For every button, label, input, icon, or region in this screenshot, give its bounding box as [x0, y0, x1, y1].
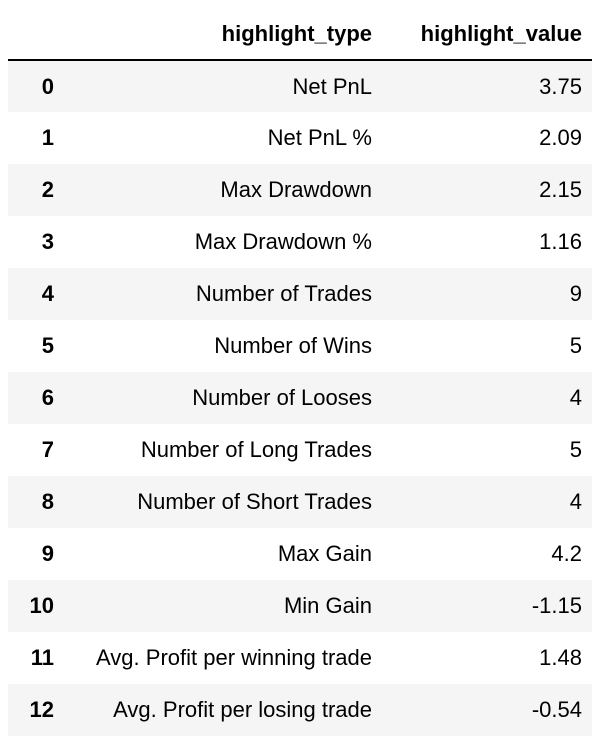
table-row: 0 Net PnL 3.75: [8, 60, 592, 112]
row-index: 2: [41, 177, 54, 202]
table-header: highlight_type highlight_value: [8, 8, 592, 61]
column-header-highlight-type: highlight_type: [64, 8, 382, 61]
highlight-value-cell: 9: [569, 281, 582, 306]
table-row: 5 Number of Wins 5: [8, 320, 592, 372]
highlight-value-cell: 3.75: [539, 73, 582, 99]
highlight-type-cell: Number of Looses: [192, 385, 372, 410]
row-index: 0: [41, 73, 54, 99]
highlight-value-cell: 5: [569, 437, 582, 462]
row-index: 8: [41, 489, 54, 514]
table-row: 2 Max Drawdown 2.15: [8, 164, 592, 216]
highlight-value-cell: -0.54: [531, 697, 582, 722]
table-row: 4 Number of Trades 9: [8, 268, 592, 320]
highlight-type-cell: Max Drawdown %: [194, 229, 372, 254]
highlight-value-cell: 4: [569, 385, 582, 410]
highlight-type-cell: Net PnL: [292, 73, 373, 99]
highlight-type-cell: Number of Long Trades: [140, 437, 372, 462]
table-row: 3 Max Drawdown % 1.16: [8, 216, 592, 268]
row-index: 3: [41, 229, 54, 254]
highlight-value-cell: 2.09: [539, 125, 582, 150]
highlight-value-cell: 1.16: [539, 229, 582, 254]
row-index: 6: [41, 385, 54, 410]
highlight-type-cell: Avg. Profit per winning trade: [96, 645, 372, 670]
highlight-type-cell: Max Drawdown: [220, 177, 372, 202]
header-row: highlight_type highlight_value: [8, 8, 592, 61]
table-row: 6 Number of Looses 4: [8, 372, 592, 424]
table-row: 8 Number of Short Trades 4: [8, 476, 592, 528]
highlight-value-cell: 4: [569, 489, 582, 514]
highlight-type-cell: Number of Wins: [214, 333, 372, 358]
row-index: 1: [41, 125, 54, 150]
highlight-value-cell: 4.2: [551, 541, 582, 566]
table-row: 1 Net PnL % 2.09: [8, 112, 592, 164]
highlight-type-cell: Number of Short Trades: [137, 489, 372, 514]
index-header: [8, 8, 64, 61]
table-row: 12 Avg. Profit per losing trade -0.54: [8, 684, 592, 736]
highlight-value-cell: 2.15: [539, 177, 582, 202]
table-row: 7 Number of Long Trades 5: [8, 424, 592, 476]
table-row: 11 Avg. Profit per winning trade 1.48: [8, 632, 592, 684]
row-index: 12: [29, 697, 54, 722]
highlight-value-cell: 1.48: [539, 645, 582, 670]
row-index: 5: [41, 333, 54, 358]
row-index: 7: [41, 437, 54, 462]
highlight-type-cell: Min Gain: [283, 593, 372, 618]
highlight-value-cell: -1.15: [531, 593, 582, 618]
table-row: 10 Min Gain -1.15: [8, 580, 592, 632]
highlight-type-cell: Max Gain: [277, 541, 372, 566]
table-body: 0 Net PnL 3.75 1 Net PnL % 2.09 2 Max Dr…: [8, 60, 592, 736]
highlight-type-cell: Number of Trades: [195, 281, 372, 306]
highlights-table: highlight_type highlight_value 0 Net PnL…: [8, 8, 592, 736]
row-index: 11: [30, 645, 54, 670]
highlight-type-cell: Net PnL %: [267, 125, 372, 150]
column-header-highlight-value: highlight_value: [382, 8, 592, 61]
highlight-value-cell: 5: [569, 333, 582, 358]
highlight-type-cell: Avg. Profit per losing trade: [113, 697, 372, 722]
table-row: 9 Max Gain 4.2: [8, 528, 592, 580]
row-index: 4: [41, 281, 54, 306]
row-index: 9: [41, 541, 54, 566]
row-index: 10: [29, 593, 54, 618]
